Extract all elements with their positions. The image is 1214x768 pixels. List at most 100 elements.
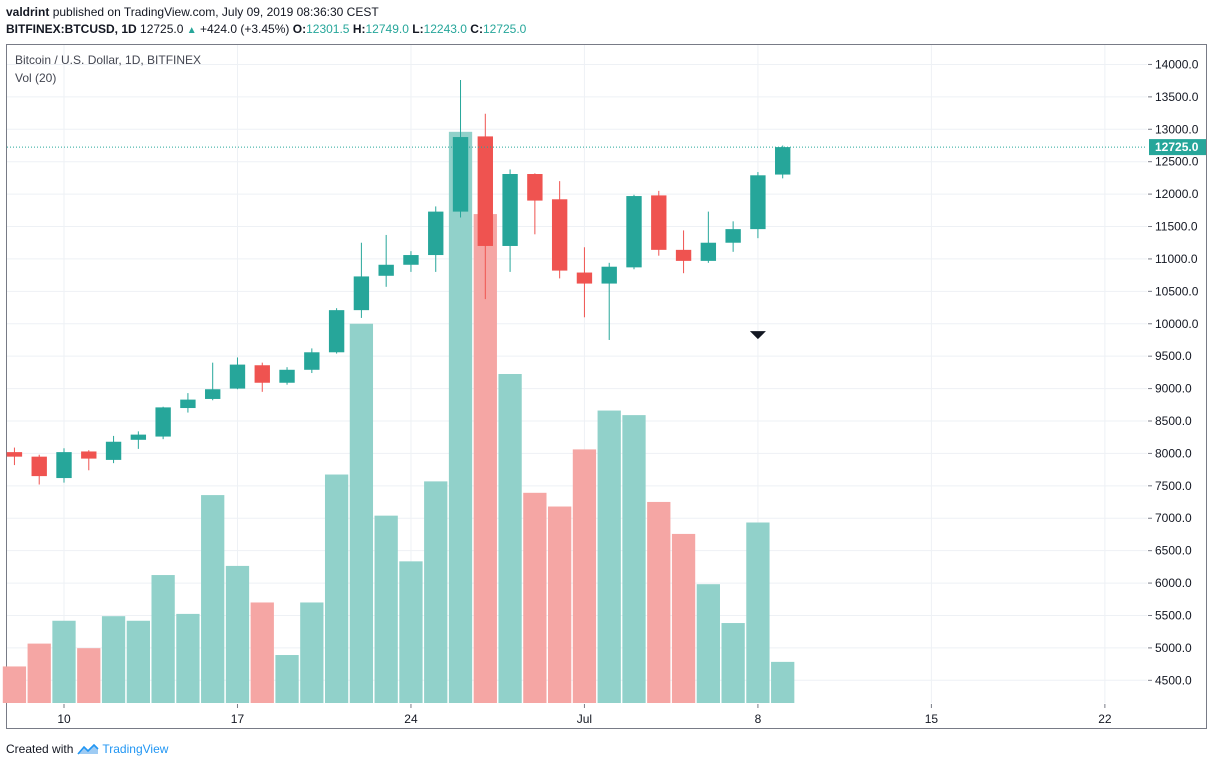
- volume-bar: [151, 575, 175, 703]
- high-label: H:: [352, 22, 366, 36]
- candle-body: [56, 452, 72, 479]
- candle-body: [452, 137, 469, 212]
- volume-bar: [324, 474, 349, 703]
- price-tick-label: 12000.0: [1155, 187, 1199, 201]
- created-with-label: Created with: [6, 742, 74, 756]
- time-tick-label: Jul: [577, 712, 592, 726]
- price-tick-label: 5500.0: [1155, 608, 1192, 622]
- volume-bar: [349, 323, 374, 703]
- volume-bar: [2, 666, 27, 703]
- candle-body: [675, 249, 692, 261]
- candle-body: [155, 407, 171, 437]
- low-label: L:: [412, 22, 424, 36]
- candle-body: [229, 364, 246, 389]
- time-tick-label: 15: [925, 712, 939, 726]
- time-tick-label: 24: [404, 712, 418, 726]
- price-tick-label: 6000.0: [1155, 576, 1192, 590]
- candle-body: [725, 229, 741, 243]
- up-arrow-icon: ▲: [186, 25, 197, 36]
- candle-body: [254, 365, 270, 383]
- candle-body: [105, 441, 122, 460]
- publish-text: published on TradingView.com, July 09, 2…: [52, 5, 379, 19]
- tradingview-brand[interactable]: TradingView: [102, 742, 169, 756]
- candle-body: [205, 389, 221, 399]
- volume-bar: [473, 214, 497, 703]
- volume-bar: [721, 623, 745, 703]
- series-legend: Bitcoin / U.S. Dollar, 1D, BITFINEX: [15, 53, 202, 67]
- volume-bar: [771, 661, 795, 703]
- price-tick-label: 4500.0: [1155, 673, 1192, 687]
- candle-body: [428, 211, 444, 256]
- candle-body: [403, 255, 419, 265]
- candle-body: [551, 199, 568, 271]
- publish-line: valdrint published on TradingView.com, J…: [6, 5, 379, 19]
- volume-bar: [176, 613, 200, 703]
- volume-bar: [424, 481, 448, 703]
- chart-frame[interactable]: [6, 44, 1207, 729]
- candle-body: [130, 434, 147, 440]
- last-price: 12725.0: [140, 22, 184, 36]
- candle-body: [6, 452, 23, 457]
- author-name[interactable]: valdrint: [6, 5, 50, 19]
- price-tick-label: 13500.0: [1155, 90, 1199, 104]
- candle-body: [353, 276, 370, 311]
- time-tick-label: 10: [57, 712, 71, 726]
- volume-bar: [77, 648, 101, 703]
- volume-bar: [250, 602, 274, 703]
- last-price-tag-label: 12725.0: [1155, 140, 1199, 154]
- candle-body: [626, 196, 642, 268]
- footer: Created with TradingView: [6, 742, 168, 756]
- price-tick-label: 9000.0: [1155, 382, 1192, 396]
- candle-body: [279, 369, 295, 383]
- price-tick-label: 10500.0: [1155, 284, 1199, 298]
- volume-bar: [52, 620, 76, 703]
- candle-body: [304, 352, 320, 370]
- volume-bar: [399, 561, 423, 703]
- candle-body: [477, 136, 493, 246]
- candle-body: [31, 456, 47, 477]
- price-tick-label: 8000.0: [1155, 446, 1192, 460]
- close-value: 12725.0: [482, 22, 527, 36]
- volume-bar: [374, 515, 398, 703]
- price-tick-label: 12500.0: [1155, 155, 1199, 169]
- candle-body: [180, 399, 196, 409]
- price-change: +424.0 (+3.45%): [200, 22, 290, 36]
- price-tick-label: 11500.0: [1155, 220, 1198, 234]
- price-tick-label: 13000.0: [1155, 122, 1199, 136]
- price-tick-label: 9500.0: [1155, 349, 1192, 363]
- volume-bar: [126, 620, 150, 703]
- candle-body: [651, 195, 667, 250]
- price-tick-label: 7500.0: [1155, 479, 1192, 493]
- close-label: C:: [470, 22, 483, 36]
- volume-bar: [622, 415, 646, 703]
- volume-bar: [498, 374, 522, 703]
- last-price-tag: [1149, 139, 1206, 156]
- volume-bar: [696, 584, 720, 703]
- volume-legend: Vol (20): [15, 71, 57, 85]
- price-tick-label: 8500.0: [1155, 414, 1192, 428]
- volume-bar: [27, 643, 51, 703]
- volume-bar: [275, 655, 299, 703]
- tradingview-logo-icon: [77, 742, 99, 756]
- volume-bar: [671, 533, 696, 703]
- symbol-label: BITFINEX:BTCUSD, 1D: [6, 22, 137, 36]
- volume-bar: [746, 522, 770, 703]
- volume-bar: [101, 616, 126, 703]
- candle-body: [527, 174, 543, 201]
- volume-bar: [225, 565, 250, 703]
- candle-body: [328, 310, 345, 353]
- volume-bar: [300, 602, 324, 703]
- price-tick-label: 10000.0: [1155, 317, 1199, 331]
- volume-bar: [572, 449, 597, 703]
- time-tick-label: 17: [231, 712, 245, 726]
- price-tick-label: 6500.0: [1155, 544, 1192, 558]
- candle-body: [700, 242, 717, 261]
- volume-bar: [548, 506, 572, 703]
- low-value: 12243.0: [423, 22, 467, 36]
- candle-body: [576, 272, 593, 284]
- candle-body: [750, 175, 766, 230]
- candle-body: [775, 147, 791, 175]
- price-tick-label: 7000.0: [1155, 511, 1192, 525]
- candle-body: [502, 174, 518, 246]
